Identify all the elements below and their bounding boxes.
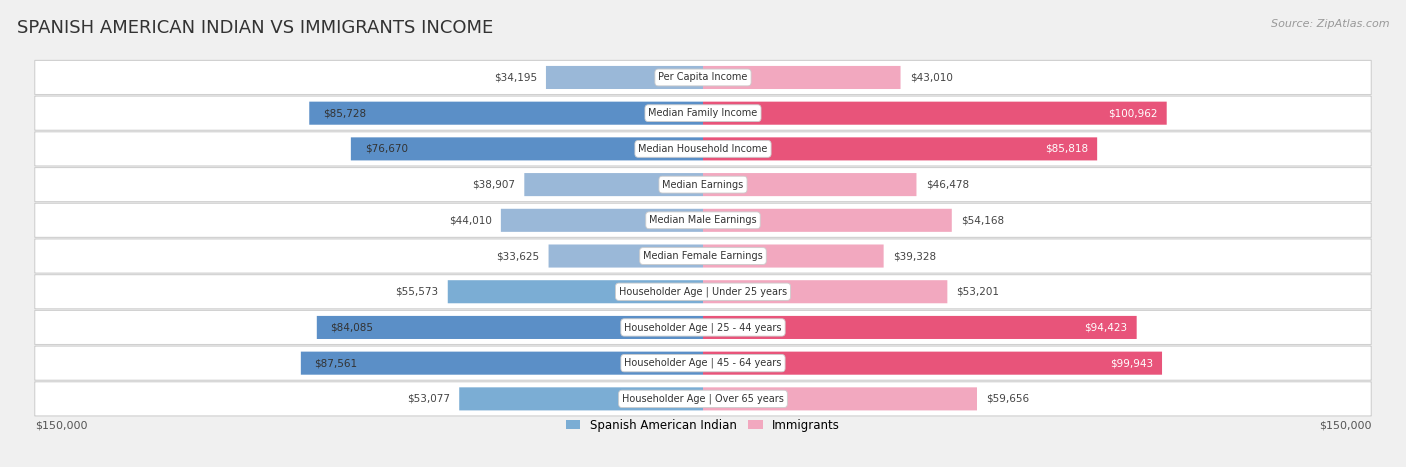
FancyBboxPatch shape [35, 168, 1371, 202]
Text: $84,085: $84,085 [330, 322, 374, 333]
Text: Median Family Income: Median Family Income [648, 108, 758, 118]
FancyBboxPatch shape [524, 173, 703, 196]
Text: $76,670: $76,670 [364, 144, 408, 154]
Text: $150,000: $150,000 [35, 420, 87, 430]
FancyBboxPatch shape [35, 96, 1371, 130]
FancyBboxPatch shape [35, 239, 1371, 273]
Text: $33,625: $33,625 [496, 251, 540, 261]
Text: Median Male Earnings: Median Male Earnings [650, 215, 756, 225]
Text: $39,328: $39,328 [893, 251, 936, 261]
Text: $100,962: $100,962 [1108, 108, 1157, 118]
FancyBboxPatch shape [703, 209, 952, 232]
Text: $44,010: $44,010 [449, 215, 492, 225]
Text: $38,907: $38,907 [472, 180, 515, 190]
FancyBboxPatch shape [35, 311, 1371, 345]
Text: $85,728: $85,728 [323, 108, 366, 118]
FancyBboxPatch shape [35, 203, 1371, 237]
FancyBboxPatch shape [447, 280, 703, 303]
FancyBboxPatch shape [460, 387, 703, 410]
FancyBboxPatch shape [548, 245, 703, 268]
FancyBboxPatch shape [301, 352, 703, 375]
Text: Median Female Earnings: Median Female Earnings [643, 251, 763, 261]
FancyBboxPatch shape [703, 102, 1167, 125]
Text: SPANISH AMERICAN INDIAN VS IMMIGRANTS INCOME: SPANISH AMERICAN INDIAN VS IMMIGRANTS IN… [17, 19, 494, 37]
Text: Householder Age | Under 25 years: Householder Age | Under 25 years [619, 286, 787, 297]
Text: $85,818: $85,818 [1045, 144, 1088, 154]
FancyBboxPatch shape [703, 245, 883, 268]
FancyBboxPatch shape [703, 173, 917, 196]
FancyBboxPatch shape [501, 209, 703, 232]
Text: Householder Age | 45 - 64 years: Householder Age | 45 - 64 years [624, 358, 782, 368]
FancyBboxPatch shape [703, 387, 977, 410]
Text: Householder Age | Over 65 years: Householder Age | Over 65 years [621, 394, 785, 404]
Text: $53,201: $53,201 [956, 287, 1000, 297]
FancyBboxPatch shape [703, 66, 900, 89]
Text: $34,195: $34,195 [494, 72, 537, 83]
Text: $94,423: $94,423 [1084, 322, 1128, 333]
FancyBboxPatch shape [35, 382, 1371, 416]
FancyBboxPatch shape [703, 137, 1097, 161]
Text: Source: ZipAtlas.com: Source: ZipAtlas.com [1271, 19, 1389, 28]
FancyBboxPatch shape [35, 132, 1371, 166]
Text: $55,573: $55,573 [395, 287, 439, 297]
Text: $43,010: $43,010 [910, 72, 953, 83]
Text: $87,561: $87,561 [315, 358, 357, 368]
FancyBboxPatch shape [316, 316, 703, 339]
FancyBboxPatch shape [352, 137, 703, 161]
FancyBboxPatch shape [35, 60, 1371, 94]
Text: Median Household Income: Median Household Income [638, 144, 768, 154]
Text: $46,478: $46,478 [925, 180, 969, 190]
FancyBboxPatch shape [35, 275, 1371, 309]
Text: Householder Age | 25 - 44 years: Householder Age | 25 - 44 years [624, 322, 782, 333]
Text: $53,077: $53,077 [406, 394, 450, 404]
FancyBboxPatch shape [546, 66, 703, 89]
FancyBboxPatch shape [703, 316, 1136, 339]
Text: Median Earnings: Median Earnings [662, 180, 744, 190]
FancyBboxPatch shape [309, 102, 703, 125]
FancyBboxPatch shape [35, 346, 1371, 380]
Text: $150,000: $150,000 [1319, 420, 1371, 430]
Text: $99,943: $99,943 [1109, 358, 1153, 368]
Text: $59,656: $59,656 [986, 394, 1029, 404]
Text: $54,168: $54,168 [960, 215, 1004, 225]
FancyBboxPatch shape [703, 280, 948, 303]
Legend: Spanish American Indian, Immigrants: Spanish American Indian, Immigrants [561, 414, 845, 436]
Text: Per Capita Income: Per Capita Income [658, 72, 748, 83]
FancyBboxPatch shape [703, 352, 1161, 375]
